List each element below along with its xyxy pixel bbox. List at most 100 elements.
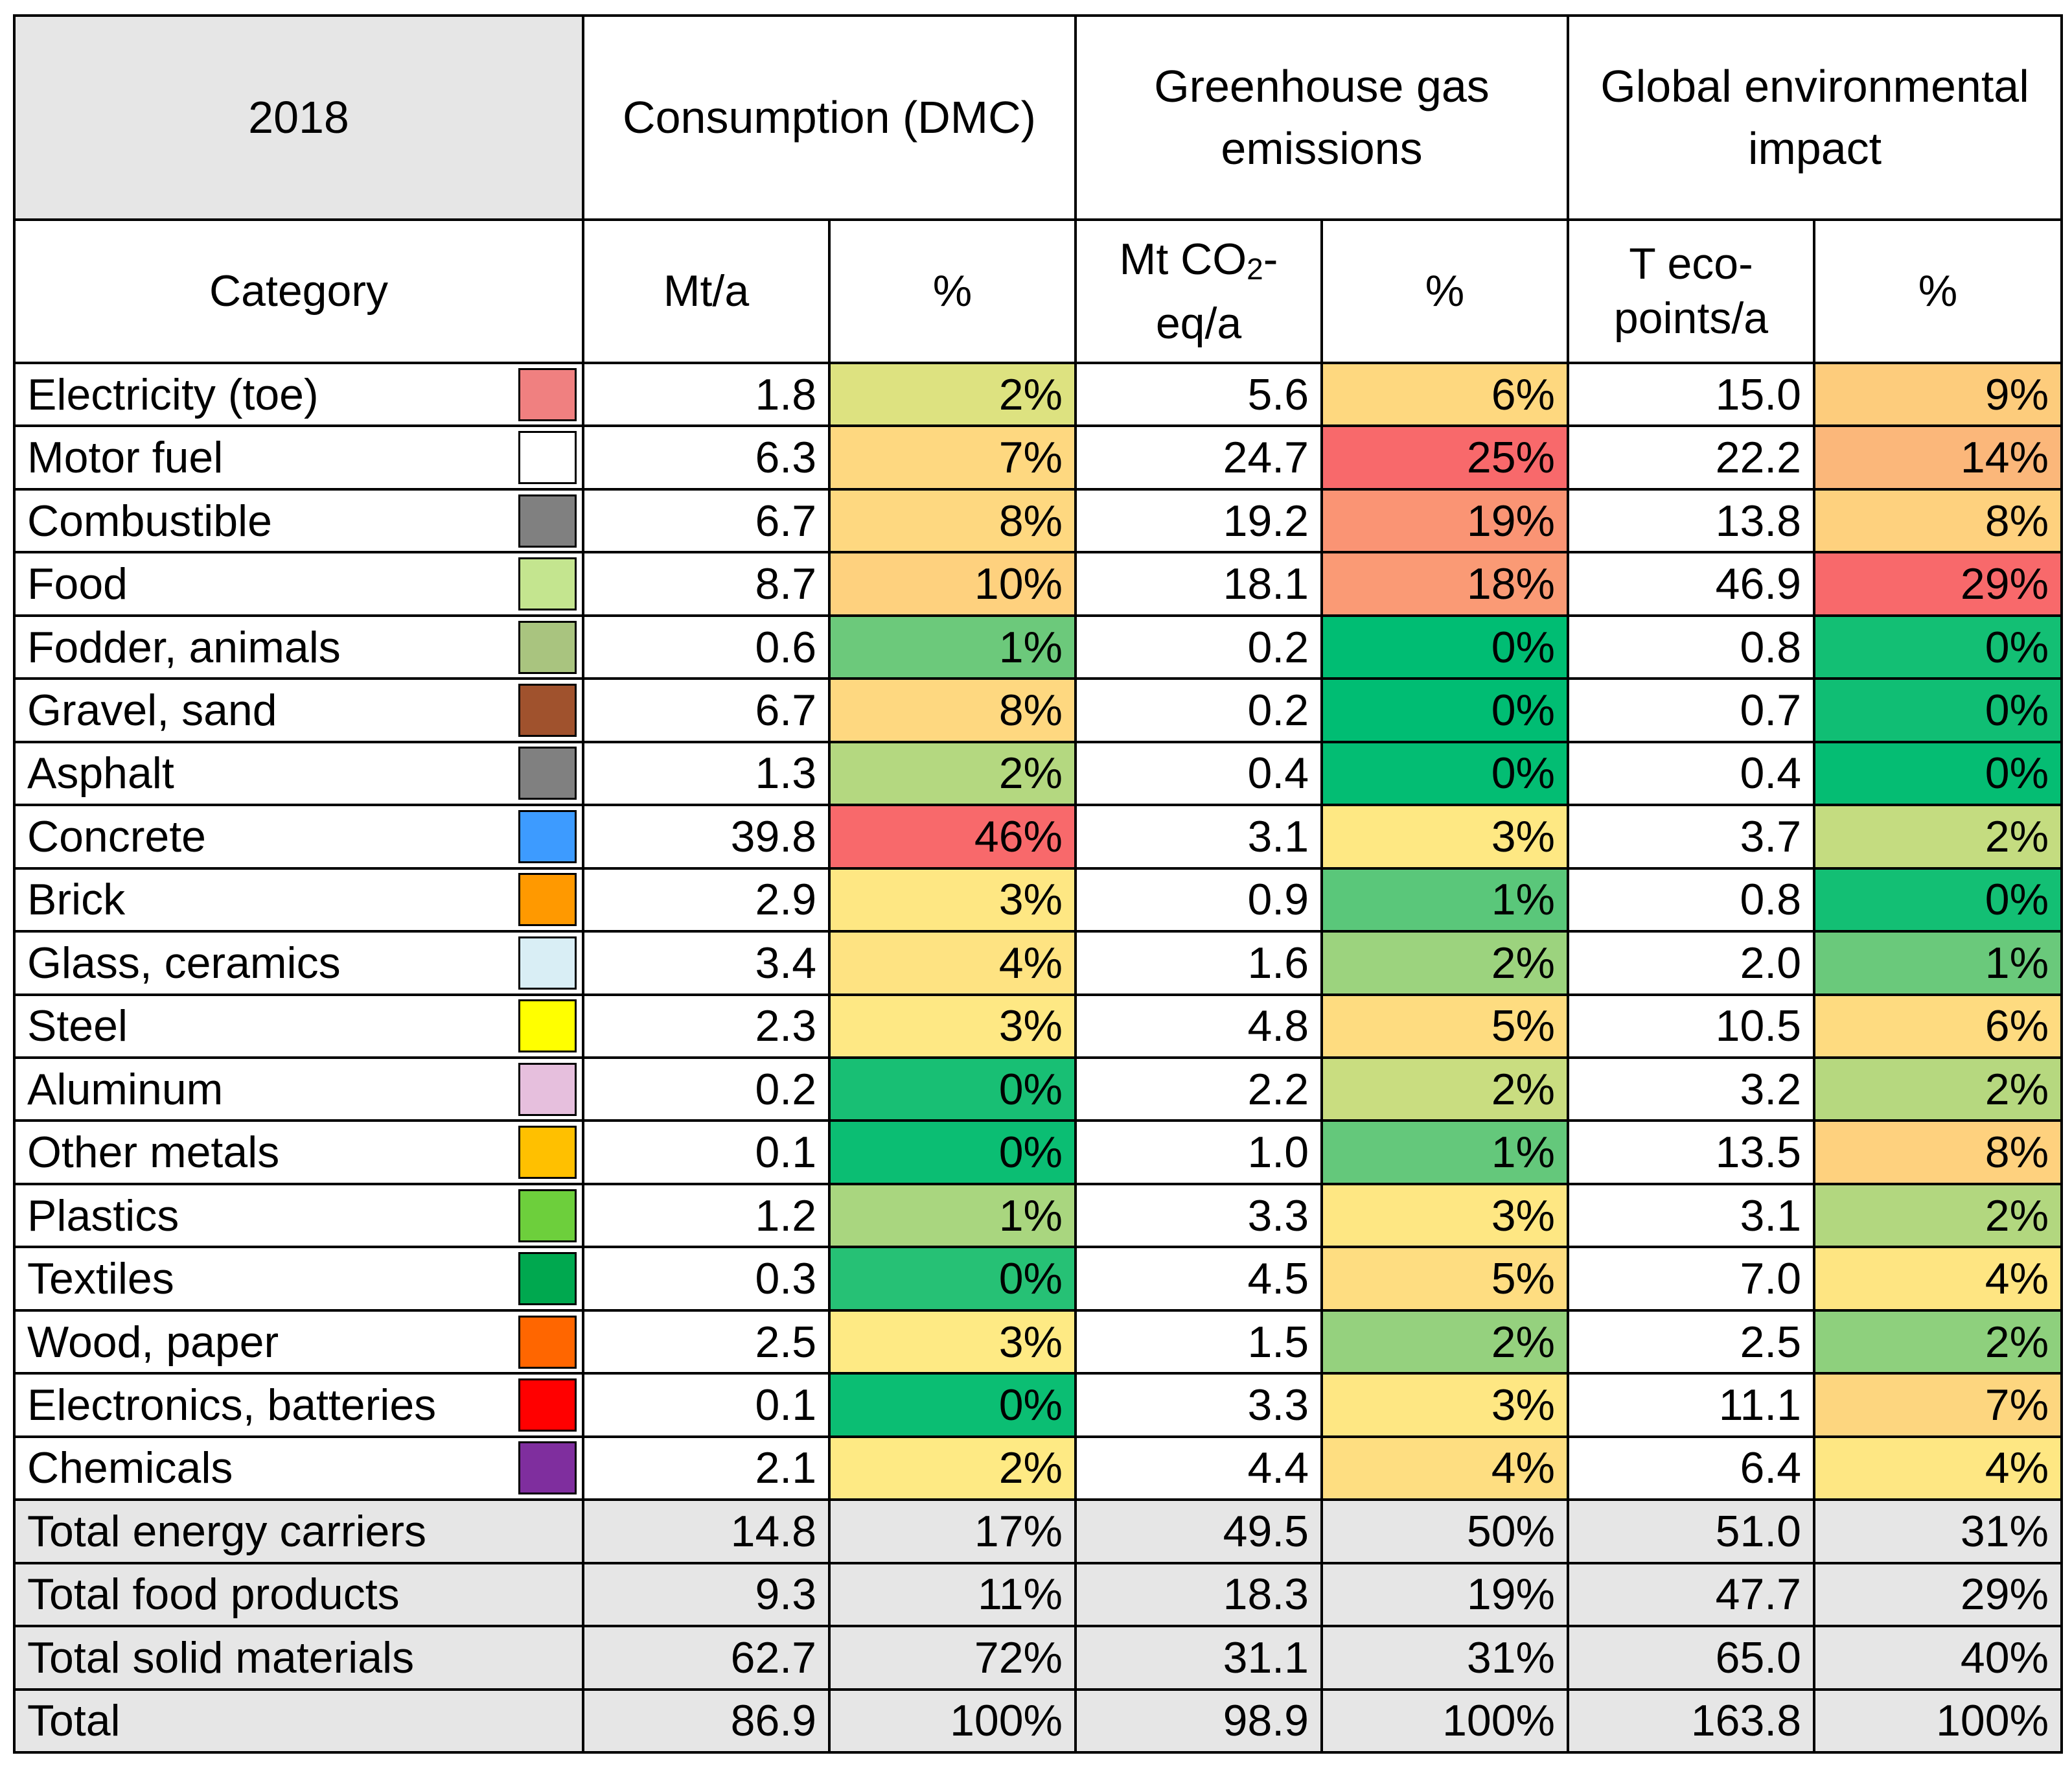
table-row: Steel 2.3 3% 4.8 5% 10.5 6% xyxy=(13,993,2064,1059)
ghg-value: 0.2 xyxy=(1074,677,1324,743)
table-row: Textiles 0.3 0% 4.5 5% 7.0 4% xyxy=(13,1246,2064,1312)
total-gei-value: 47.7 xyxy=(1567,1561,1816,1628)
gei-value: 0.8 xyxy=(1567,614,1816,680)
dmc-value: 2.3 xyxy=(582,993,831,1059)
category-name: Plastics xyxy=(13,1182,513,1249)
gei-value: 2.5 xyxy=(1567,1308,1816,1375)
ghg-percent: 4% xyxy=(1320,1435,1570,1502)
total-dmc-value: 9.3 xyxy=(582,1561,831,1628)
total-ghg-value: 31.1 xyxy=(1074,1625,1324,1691)
dmc-value: 8.7 xyxy=(582,551,831,617)
gei-percent: 2% xyxy=(1813,1056,2064,1122)
category-swatch xyxy=(518,1062,577,1116)
dmc-value: 0.2 xyxy=(582,1056,831,1122)
gei-value: 0.8 xyxy=(1567,866,1816,933)
total-name: Total energy carriers xyxy=(12,1498,584,1564)
gei-percent: 4% xyxy=(1813,1246,2064,1312)
category-name: Concrete xyxy=(13,804,513,870)
subheader-row: Category Mt/a % Mt CO2-eq/a % T eco-poin… xyxy=(12,218,2064,364)
total-dmc-percent: 100% xyxy=(828,1688,1077,1754)
mtco2-label-post: -eq/a xyxy=(1155,234,1278,348)
ghg-value: 3.3 xyxy=(1074,1182,1324,1249)
category-swatch-cell xyxy=(513,361,585,428)
ghg-value: 19.2 xyxy=(1074,487,1324,554)
category-name: Wood, paper xyxy=(13,1308,513,1375)
category-swatch-cell xyxy=(513,993,585,1059)
category-name: Food xyxy=(13,551,513,617)
ghg-value: 0.4 xyxy=(1074,740,1324,807)
category-swatch-cell xyxy=(513,551,585,617)
total-row: Total energy carriers 14.8 17% 49.5 50% 51.0 3… xyxy=(12,1498,2064,1564)
category-name: Fodder, animals xyxy=(13,614,513,680)
total-gei-percent: 31% xyxy=(1813,1498,2064,1564)
table-row: Electronics, batteries 0.1 0% 3.3 3% 11.1 7% xyxy=(13,1372,2064,1438)
total-ghg-value: 18.3 xyxy=(1074,1561,1324,1628)
category-swatch xyxy=(518,1252,577,1306)
category-swatch xyxy=(518,873,577,927)
table-row: Other metals 0.1 0% 1.0 1% 13.5 8% xyxy=(13,1119,2064,1185)
gei-percent: 0% xyxy=(1813,866,2064,933)
gei-percent: 0% xyxy=(1813,740,2064,807)
category-name: Chemicals xyxy=(13,1435,513,1502)
table-row: Plastics 1.2 1% 3.3 3% 3.1 2% xyxy=(13,1182,2064,1249)
category-swatch-cell xyxy=(513,740,585,807)
total-ghg-value: 49.5 xyxy=(1074,1498,1324,1564)
category-swatch-cell xyxy=(513,1056,585,1122)
category-swatch xyxy=(518,494,577,548)
dmc-value: 0.3 xyxy=(582,1246,831,1312)
gei-value: 3.2 xyxy=(1567,1056,1816,1122)
ghg-value: 3.1 xyxy=(1074,804,1324,870)
table-row: Concrete 39.8 46% 3.1 3% 3.7 2% xyxy=(13,804,2064,870)
dmc-percent: 10% xyxy=(828,551,1077,617)
category-swatch xyxy=(518,367,577,421)
gei-percent: 8% xyxy=(1813,1119,2064,1185)
category-swatch-cell xyxy=(513,1308,585,1375)
gei-value: 3.1 xyxy=(1567,1182,1816,1249)
dmc-value: 2.1 xyxy=(582,1435,831,1502)
gei-value: 6.4 xyxy=(1567,1435,1816,1502)
ghg-value: 5.6 xyxy=(1074,361,1324,428)
dmc-percent: 3% xyxy=(828,866,1077,933)
category-name: Brick xyxy=(13,866,513,933)
dmc-percent: 7% xyxy=(828,424,1077,491)
ghg-percent: 1% xyxy=(1320,1119,1570,1185)
ghg-percent: 2% xyxy=(1320,1056,1570,1122)
category-name: Gravel, sand xyxy=(13,677,513,743)
total-gei-value: 163.8 xyxy=(1567,1688,1816,1754)
consumption-header: Consumption (DMC) xyxy=(582,14,1077,221)
category-swatch-cell xyxy=(513,1435,585,1502)
gei-value: 2.0 xyxy=(1567,930,1816,996)
category-swatch-cell xyxy=(513,866,585,933)
ghg-percent: 5% xyxy=(1320,1246,1570,1312)
total-name: Total food products xyxy=(12,1561,584,1628)
category-swatch xyxy=(518,557,577,611)
gei-percent: 2% xyxy=(1813,804,2064,870)
category-swatch xyxy=(518,620,577,674)
header-row: 2018 Consumption (DMC) Greenhouse gas em… xyxy=(12,14,2064,221)
gei-percent: 9% xyxy=(1813,361,2064,428)
ghg-percent: 2% xyxy=(1320,1308,1570,1375)
table-row: Electricity (toe) 1.8 2% 5.6 6% 15.0 9% xyxy=(13,361,2064,428)
dmc-value: 1.2 xyxy=(582,1182,831,1249)
dmc-percent: 8% xyxy=(828,677,1077,743)
category-name: Motor fuel xyxy=(13,424,513,491)
gei-value: 15.0 xyxy=(1567,361,1816,428)
ghg-value: 3.3 xyxy=(1074,1372,1324,1438)
ghg-value: 2.2 xyxy=(1074,1056,1324,1122)
ghg-percent: 5% xyxy=(1320,993,1570,1059)
gei-value: 3.7 xyxy=(1567,804,1816,870)
ghg-header: Greenhouse gas emissions xyxy=(1074,14,1570,221)
ghg-value: 24.7 xyxy=(1074,424,1324,491)
gei-percent: 6% xyxy=(1813,993,2064,1059)
total-ghg-percent: 19% xyxy=(1320,1561,1570,1628)
ghg-percent: 1% xyxy=(1320,866,1570,933)
teco-header: T eco-points/a xyxy=(1567,218,1816,364)
ghg-percent: 0% xyxy=(1320,677,1570,743)
dmc-percent: 0% xyxy=(828,1372,1077,1438)
dmc-percent: 2% xyxy=(828,740,1077,807)
total-dmc-percent: 17% xyxy=(828,1498,1077,1564)
category-name: Combustible xyxy=(13,487,513,554)
category-name: Asphalt xyxy=(13,740,513,807)
category-swatch-cell xyxy=(513,614,585,680)
category-swatch xyxy=(518,936,577,990)
